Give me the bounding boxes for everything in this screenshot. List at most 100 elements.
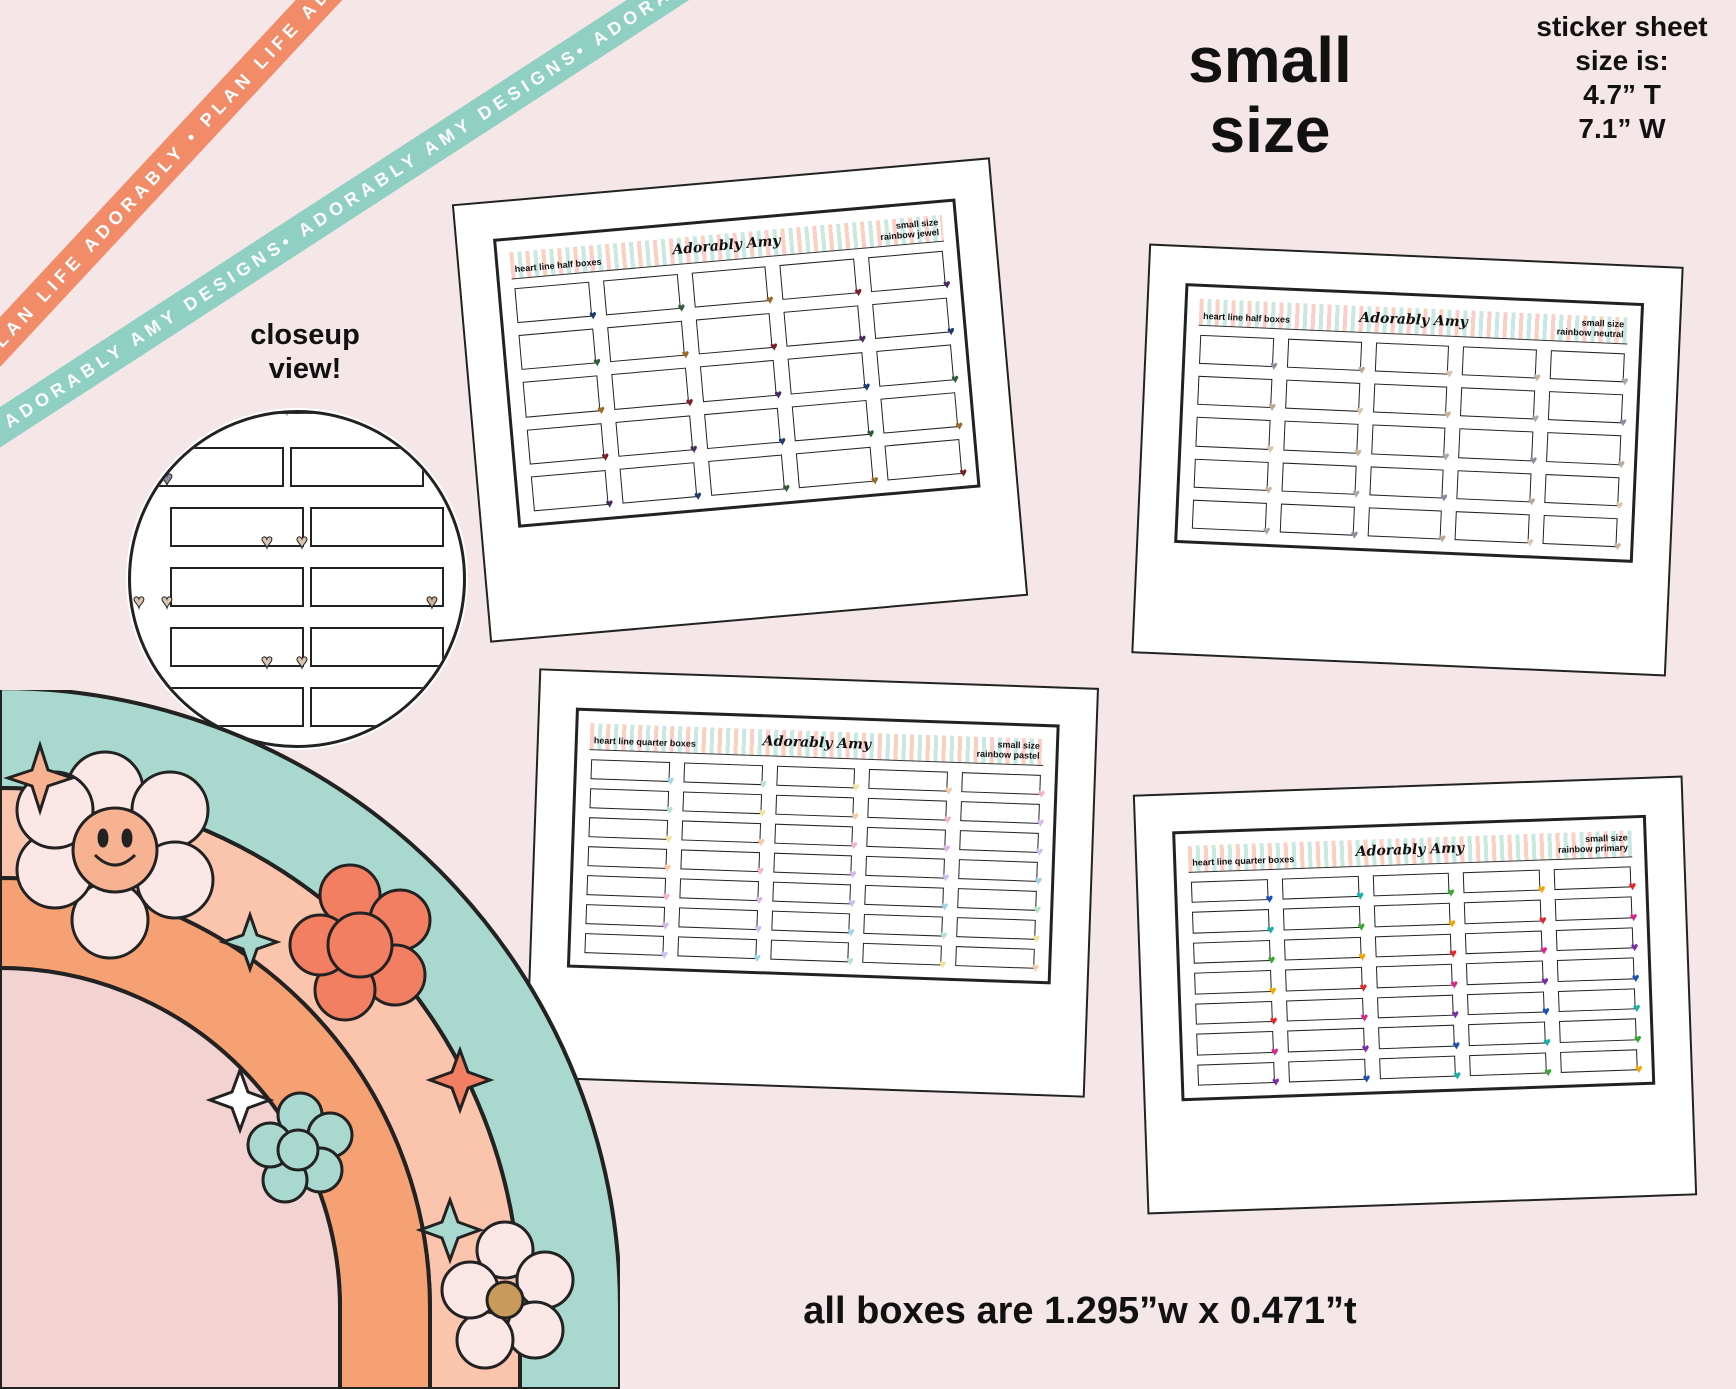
heart-icon: ♥ (689, 440, 699, 457)
heart-icon: ♥ (1532, 369, 1542, 385)
heart-icon: ♥ (693, 487, 703, 504)
sticker-box: ♥ (866, 826, 951, 856)
sticker-box: ♥ (679, 878, 763, 907)
sheet-size-width: 7.1” W (1578, 113, 1666, 144)
heart-icon: ♥ (665, 801, 674, 818)
heart-icon: ♥ (1033, 901, 1042, 918)
heart-icon: ♥ (1358, 948, 1367, 965)
sticker-box: ♥ (872, 297, 955, 340)
heart-icon: ♥ (1356, 888, 1365, 904)
heart-icon: ♥ (753, 921, 763, 937)
heart-icon: ♥ (850, 808, 860, 824)
sticker-box: ♥ (1283, 936, 1366, 964)
heart-icon: ♥ (681, 346, 691, 363)
heart-icon: ♥ (1452, 1037, 1461, 1053)
sticker-box: ♥ (1284, 967, 1368, 995)
sticker-box: ♥ (1542, 514, 1622, 553)
heart-icon: ♥ (1264, 481, 1273, 497)
heart-icon: ♥ (604, 495, 614, 512)
heart-icon: ♥ (588, 307, 598, 323)
heart-icon: ♥ (755, 892, 764, 908)
heart-icon: ♥ (756, 863, 765, 879)
heart-icon: ♥ (1265, 891, 1274, 907)
heart-icon: ♥ (777, 432, 787, 449)
box-dimensions-caption: all boxes are 1.295”w x 0.471”t (803, 1290, 1357, 1332)
sticker-box: ♥ (680, 849, 764, 878)
sparkle-icon (425, 1045, 495, 1115)
sticker-box: ♥ (1467, 991, 1550, 1019)
sticker-box: ♥ (1377, 1024, 1460, 1052)
heart-icon: ♥ (1541, 1003, 1551, 1019)
heart-icon: ♥ (663, 859, 672, 876)
closeup-circle: ♥ ♥ ♥ ♥ ♥ ♥ ♥ ♥ ♥ (128, 410, 466, 748)
sticker-box: ♥ (1286, 338, 1366, 377)
heart-icon: ♥ (1031, 959, 1040, 975)
sticker-box: ♥ (678, 907, 762, 936)
heart-icon: ♥ (769, 338, 779, 355)
heart-icon: ♥ (662, 888, 671, 905)
sticker-box: ♥ (773, 823, 858, 853)
heart-icon: ♥ (944, 782, 953, 798)
sticker-box: ♥ (1288, 1058, 1371, 1086)
sticker-box: ♥ (677, 936, 761, 965)
sticker-box: ♥ (865, 855, 950, 885)
heart-icon: ♥ (942, 276, 952, 293)
sticker-box: ♥ (1560, 1048, 1643, 1076)
sticker-box: ♥ (682, 791, 766, 820)
sticker-box: ♥ (1369, 465, 1448, 505)
sticker-box: ♥ (1548, 391, 1627, 430)
sticker-box: ♥ (1281, 462, 1360, 501)
heart-icon: ♥ (676, 299, 686, 316)
sticker-box: ♥ (1194, 970, 1277, 998)
sticker-box: ♥ (1281, 875, 1364, 903)
sticker-box: ♥ (792, 399, 875, 442)
heart-icon: ♥ (1357, 918, 1366, 934)
sticker-box: ♥ (1282, 906, 1365, 934)
heart-icon: ♥ (1035, 843, 1044, 860)
sticker-box: ♥ (1372, 383, 1452, 422)
heart-icon: ♥ (1359, 979, 1368, 995)
heart-icon: ♥ (1362, 1070, 1371, 1086)
sticker-box: ♥ (681, 820, 765, 849)
heart-icon: ♥ (1613, 538, 1622, 554)
closeup-line1: closeup (250, 319, 360, 351)
heart-icon: ♥ (1633, 1030, 1642, 1046)
heart-icon: ♥ (1353, 444, 1363, 460)
closeup-label: closeup view! (220, 318, 390, 386)
sticker-box: ♥ (514, 281, 597, 324)
sticker-box: ♥ (884, 438, 968, 481)
heart-icon: ♥ (1620, 373, 1629, 389)
sparkle-icon (3, 740, 77, 816)
sticker-box: ♥ (961, 772, 1046, 801)
sticker-box: ♥ (1454, 510, 1534, 550)
svg-text:♥: ♥ (296, 651, 308, 673)
sticker-box: ♥ (876, 344, 960, 387)
sticker-box: ♥ (522, 375, 606, 418)
heart-icon: ♥ (1451, 1006, 1460, 1022)
sticker-box: ♥ (1468, 1021, 1551, 1049)
heart-icon: ♥ (1036, 814, 1045, 831)
sticker-box: ♥ (1197, 375, 1276, 415)
sheet-print-area: heart line quarter boxes Adorably Amy smal… (1172, 814, 1656, 1102)
sticker-box: ♥ (1544, 473, 1624, 512)
heart-icon: ♥ (664, 830, 673, 847)
sticker-box: ♥ (1466, 960, 1549, 988)
sticker-box: ♥ (1549, 350, 1629, 389)
svg-text:♥: ♥ (133, 591, 145, 613)
sticker-box: ♥ (1285, 997, 1369, 1025)
heart-icon: ♥ (596, 401, 606, 418)
sheet-variant: small size rainbow primary (1557, 832, 1628, 854)
sheet-header: heart line quarter boxes Adorably Amy smal… (1187, 830, 1633, 873)
heart-icon: ♥ (845, 953, 854, 969)
heart-icon: ♥ (954, 417, 964, 434)
sticker-box: ♥ (1456, 469, 1536, 508)
sheet-color-label: rainbow pastel (976, 748, 1040, 761)
sticker-box: ♥ (1374, 933, 1457, 961)
sticker-box: ♥ (1286, 1027, 1370, 1055)
heart-icon: ♥ (1352, 485, 1361, 501)
heart-icon: ♥ (1539, 942, 1548, 958)
teal-flower-icon (246, 1091, 354, 1204)
sticker-box: ♥ (1375, 963, 1458, 991)
box-grid: ♥ ♥ ♥ ♥ ♥ ♥ ♥ ♥ ♥ ♥ ♥ ♥ ♥ ♥ ♥ ♥ ♥ ♥ ♥ ♥ ♥ ♥ ♥ ♥ ♥ ♥ ♥ ♥ ♥ ♥ ♥ ♥ ♥ ♥ ♥ (584, 759, 1046, 975)
sheet-variant: small size rainbow neutral (1557, 316, 1625, 339)
